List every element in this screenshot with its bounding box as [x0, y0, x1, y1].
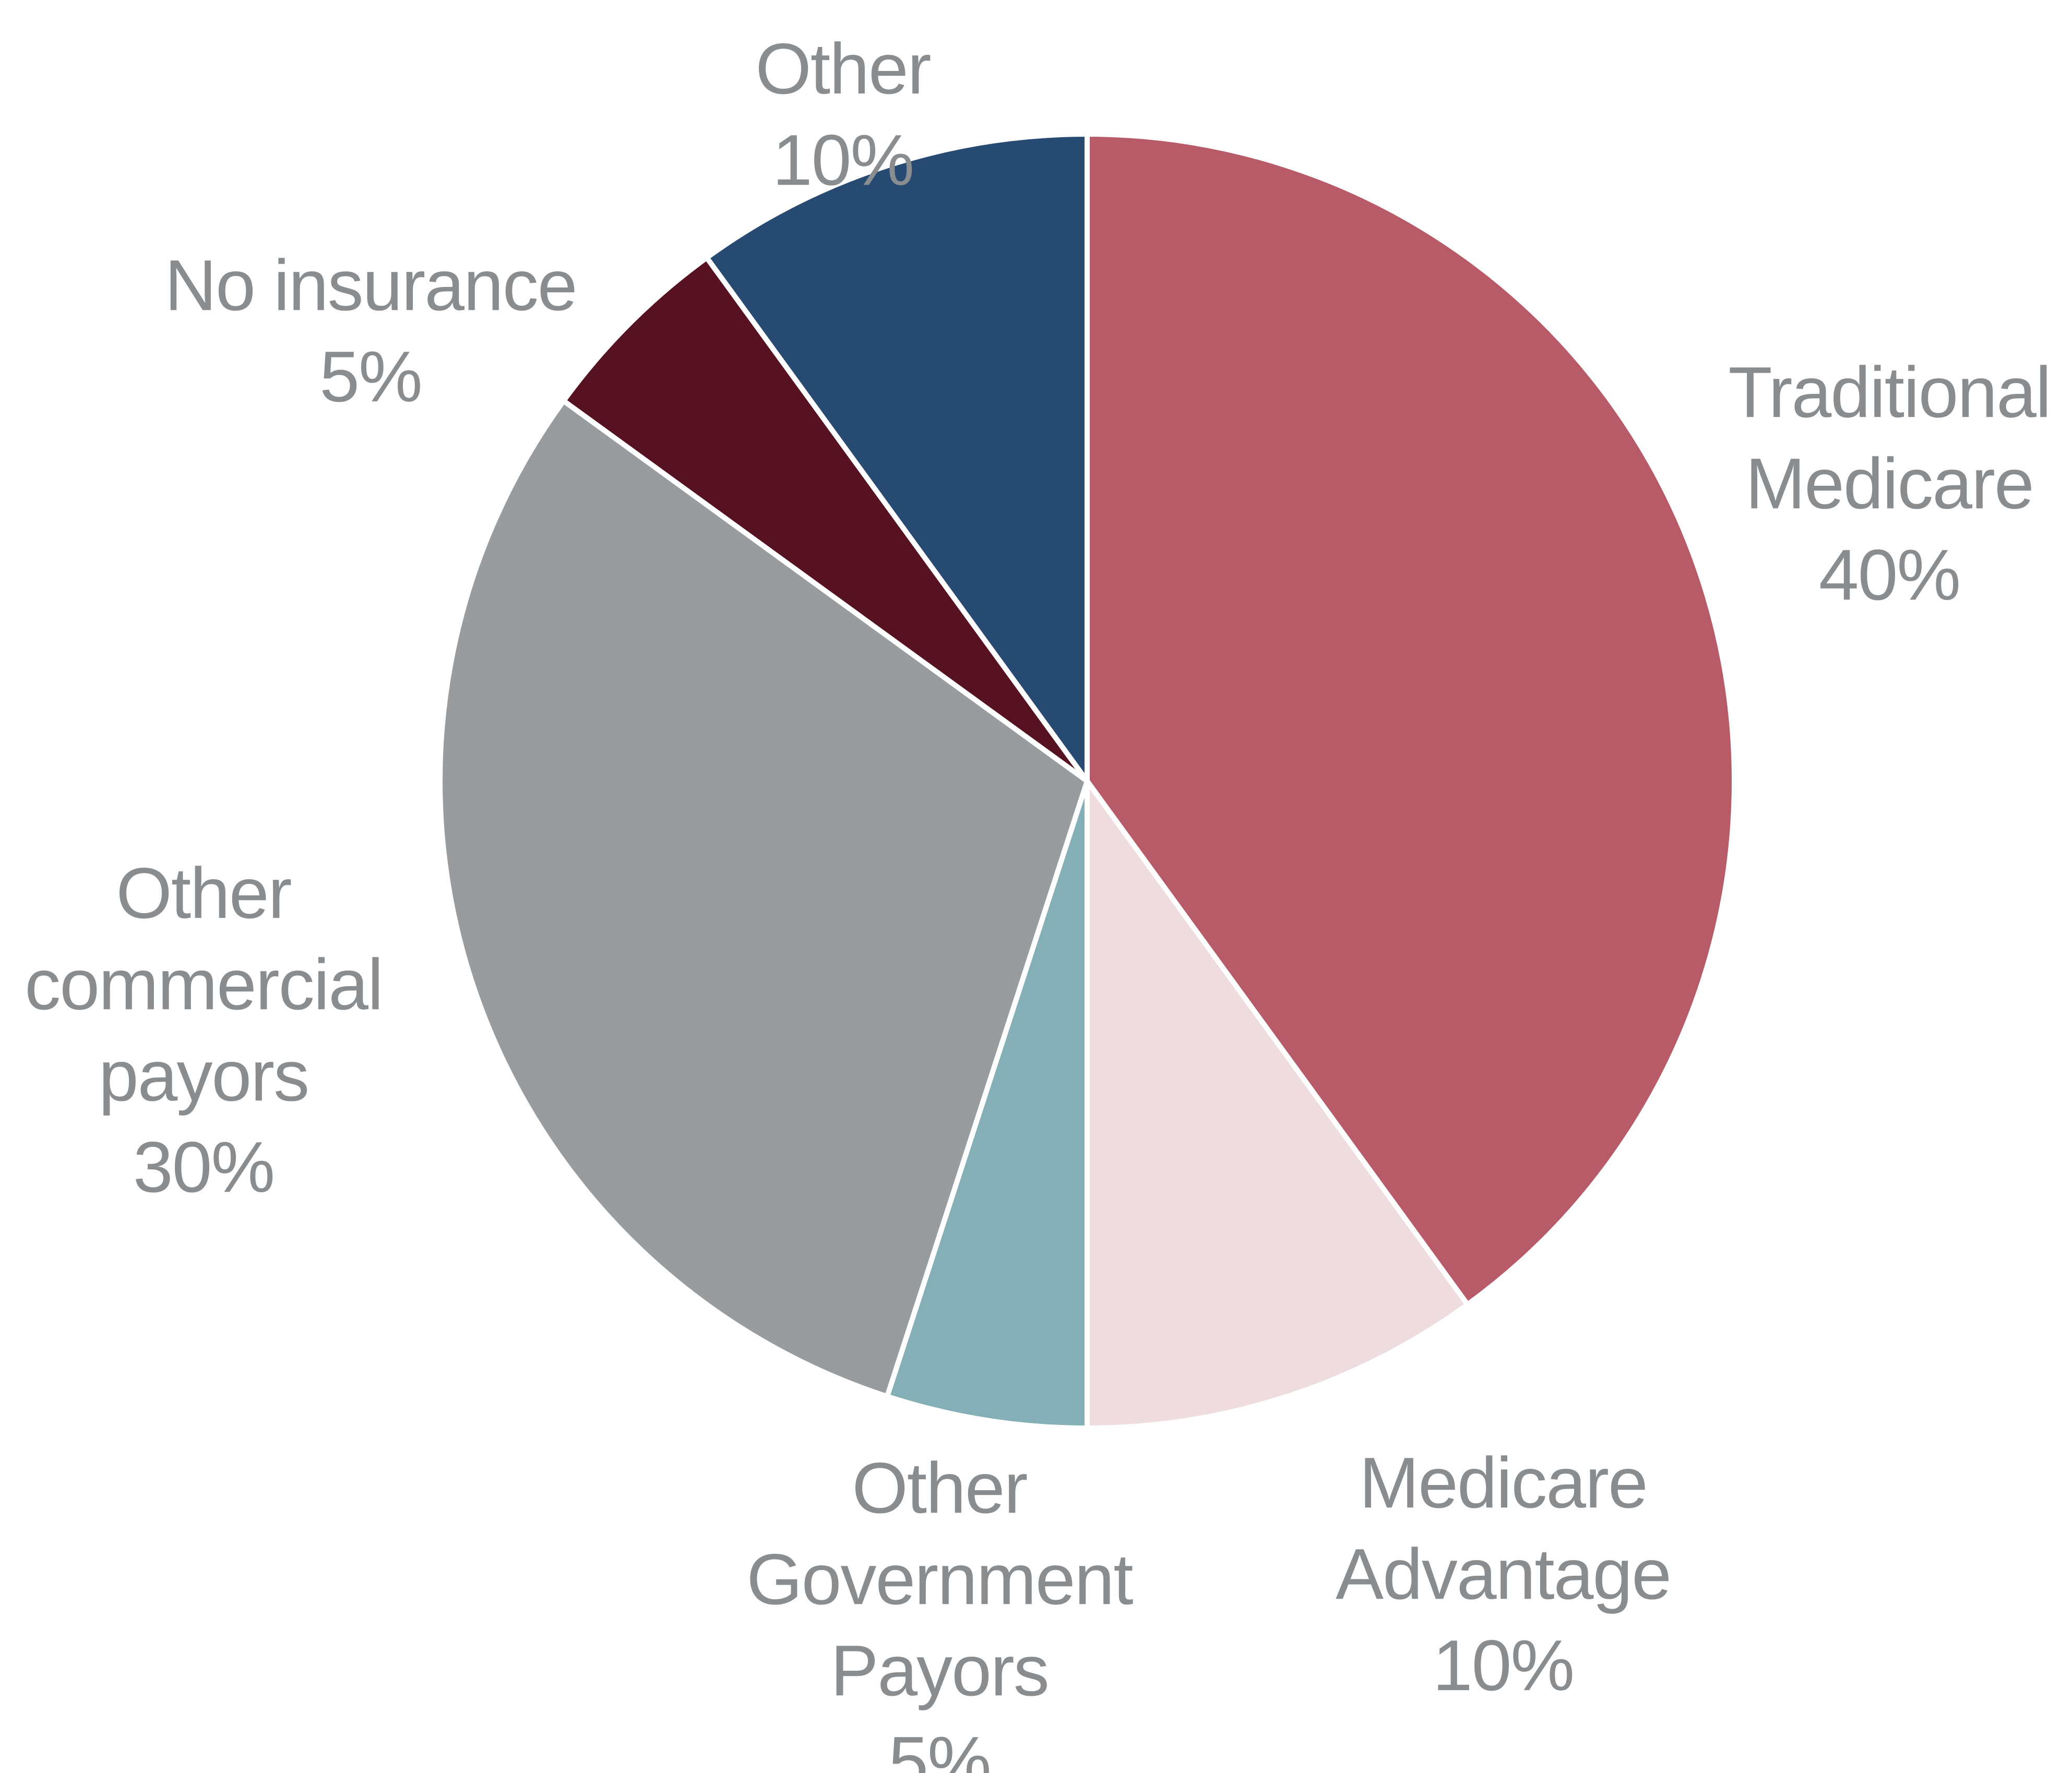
- slice-label-other-commercial-payors: Other commercial payors 30%: [25, 853, 383, 1207]
- slice-label-medicare-advantage: Medicare Advantage 10%: [1336, 1443, 1672, 1706]
- slice-label-traditional-medicare: Traditional Medicare 40%: [1728, 352, 2051, 615]
- slice-category-label: payors: [99, 1036, 308, 1116]
- slice-value-label: 5%: [319, 337, 421, 417]
- slice-category-label: Other: [755, 29, 930, 109]
- slice-category-label: commercial: [25, 944, 382, 1025]
- pie-slice-medicare-advantage: [1085, 778, 1470, 1431]
- slice-label-other: Other 10%: [755, 29, 931, 200]
- slice-category-label: Advantage: [1336, 1534, 1671, 1614]
- pie-slice-traditional-medicare: [1085, 131, 1737, 1308]
- slice-label-no-insurance: No insurance 5%: [164, 245, 577, 417]
- slice-category-label: No insurance: [164, 245, 576, 326]
- slice-value-label: 10%: [1433, 1625, 1574, 1706]
- pie-slices: [437, 131, 1737, 1431]
- slice-value-label: 40%: [1819, 535, 1960, 615]
- slice-category-label: Medicare: [1359, 1443, 1647, 1523]
- slice-label-other-government-payors: Other Government Payors 5%: [746, 1448, 1134, 1773]
- slice-value-label: 5%: [888, 1722, 990, 1773]
- slice-value-label: 10%: [772, 120, 913, 200]
- slice-category-label: Medicare: [1745, 444, 2033, 524]
- pie-slice-no-insurance: [561, 255, 1090, 784]
- slice-category-label: Traditional: [1728, 352, 2050, 433]
- pie-slice-other-commercial-payors: [437, 398, 1090, 1399]
- pie-slice-other: [704, 131, 1090, 784]
- slice-category-label: Other: [116, 853, 291, 933]
- slice-category-label: Other: [852, 1448, 1027, 1528]
- slice-category-label: Payors: [830, 1631, 1049, 1711]
- slice-value-label: 30%: [133, 1127, 274, 1207]
- slice-category-label: Government: [746, 1539, 1133, 1620]
- pie-labels: Traditional Medicare 40% Medicare Advantage 1…: [25, 29, 2051, 1773]
